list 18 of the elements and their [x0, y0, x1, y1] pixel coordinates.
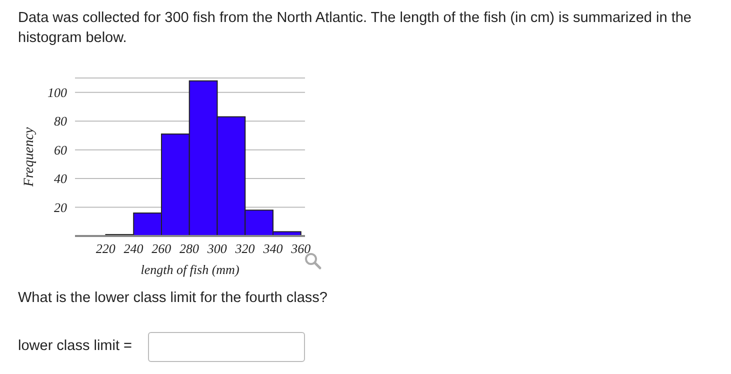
y-tick-label: 20: [54, 200, 68, 215]
y-tick-label: 80: [54, 114, 68, 129]
x-tick-label: 320: [234, 241, 256, 256]
text: lower class limit =: [18, 338, 132, 354]
y-tick-label: 60: [54, 142, 68, 158]
x-axis-title: length of fish (mm): [140, 262, 240, 277]
y-tick-label: 40: [54, 171, 68, 186]
x-tick-label: 220: [96, 241, 116, 256]
text: What is the lower class limit for the fourth class?: [18, 290, 328, 306]
x-tick-label: 300: [206, 241, 228, 256]
y-tick-label: 100: [48, 84, 68, 100]
x-tick-label: 260: [152, 241, 172, 256]
x-tick-label: 340: [262, 241, 284, 256]
y-axis-title: Frequency: [22, 126, 37, 188]
x-tick-label: 360: [290, 241, 312, 256]
text: Data was collected for 300 fish from the North Atlantic. The length of the fish (in cm) is summarized in the histogram below.: [18, 9, 692, 48]
x-tick-label: 280: [180, 241, 200, 256]
x-tick-label: 240: [124, 241, 144, 256]
